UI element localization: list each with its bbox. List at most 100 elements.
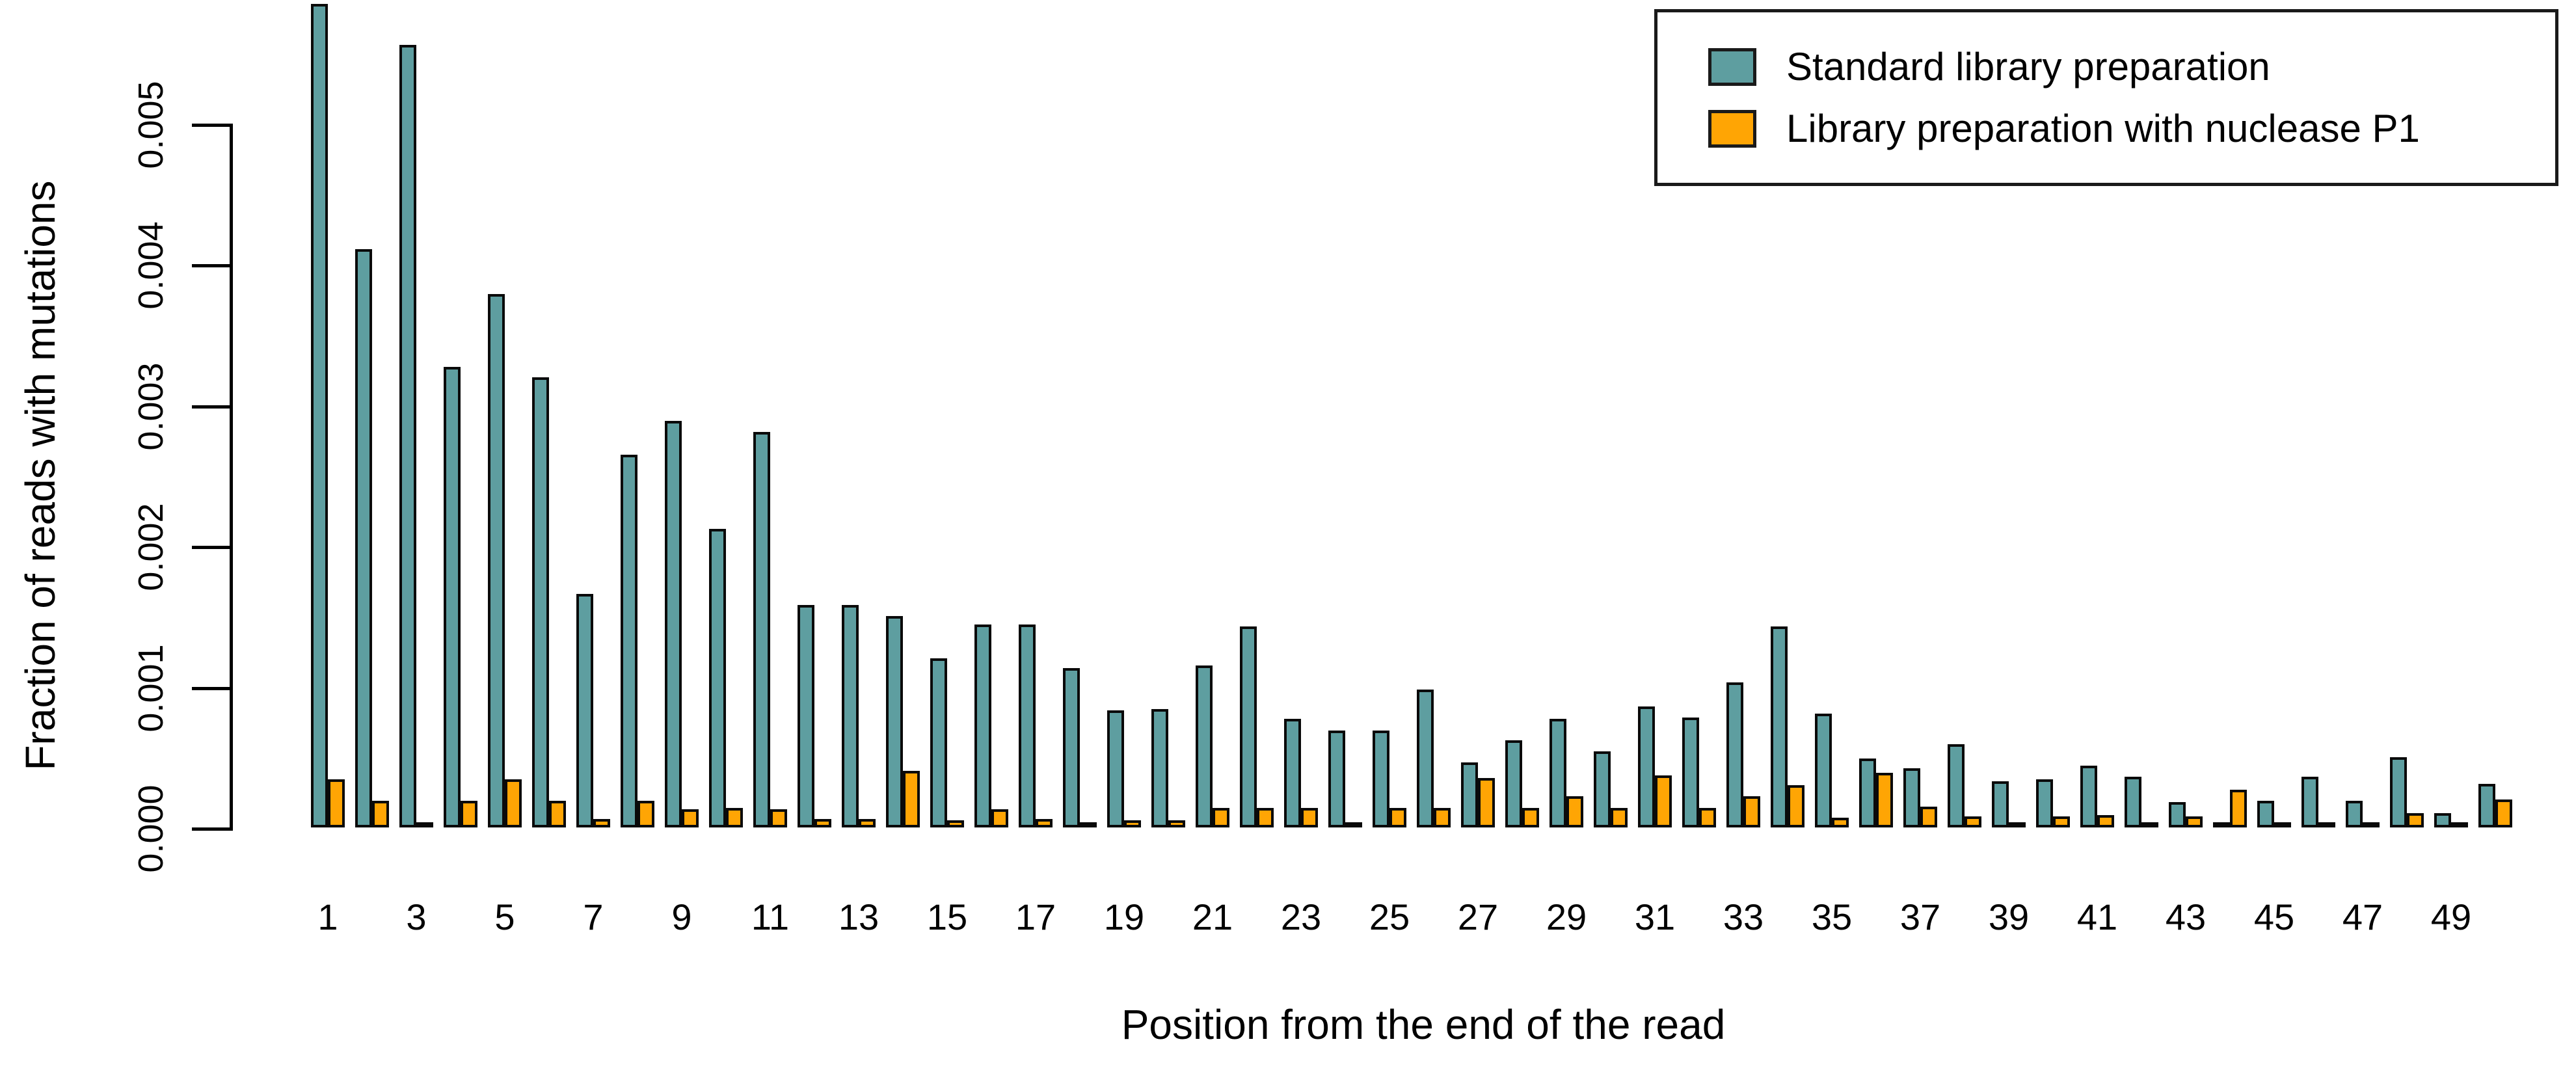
bar-nuclease-pos-40 [2053, 816, 2070, 827]
bar-group-pos-7: 7 [576, 0, 610, 937]
y-tick-mark [192, 827, 230, 831]
legend-swatch-standard [1708, 47, 1756, 86]
x-tick-label-7: 7 [583, 896, 604, 937]
y-tick-label: 0.005 [131, 81, 170, 169]
y-axis-title: Fraction of reads with mutations [17, 180, 64, 771]
y-tick-label: 0.001 [131, 644, 170, 732]
bar-standard-pos-8 [621, 455, 637, 827]
bar-group-pos-42 [2125, 0, 2158, 827]
bar-nuclease-pos-39 [2009, 822, 2026, 827]
bar-group-pos-44 [2213, 0, 2247, 827]
bar-standard-pos-2 [355, 249, 372, 827]
bar-nuclease-pos-4 [461, 801, 477, 827]
bar-standard-pos-46 [2301, 777, 2318, 827]
bar-standard-pos-19 [1107, 710, 1124, 827]
bar-group-pos-6 [532, 0, 566, 827]
bar-standard-pos-11 [753, 432, 770, 827]
bar-nuclease-pos-12 [814, 819, 831, 827]
bar-standard-pos-44 [2213, 822, 2230, 827]
bar-nuclease-pos-32 [1699, 808, 1716, 827]
x-tick-label-47: 47 [2342, 896, 2383, 937]
bar-group-pos-29: 29 [1546, 0, 1587, 937]
bar-standard-pos-32 [1682, 718, 1699, 827]
bar-standard-pos-35 [1815, 714, 1832, 827]
bar-nuclease-pos-49 [2451, 822, 2468, 827]
bar-standard-pos-37 [1903, 768, 1920, 827]
bar-group-pos-46 [2301, 0, 2335, 827]
bar-group-pos-2 [355, 0, 389, 827]
legend-item-standard: Standard library preparation [1708, 44, 2555, 89]
plot-area: 1 3 5 7 9 11 13 15 17 19 21 23 25 27 29 31 33 35 37 39 41 43 4… [311, 0, 2536, 937]
bar-nuclease-pos-16 [991, 809, 1008, 827]
bar-nuclease-pos-25 [1389, 808, 1406, 827]
x-tick-label-39: 39 [1988, 896, 2030, 937]
x-tick-label-15: 15 [926, 896, 968, 937]
bar-group-pos-28 [1505, 0, 1539, 827]
bar-standard-pos-34 [1771, 626, 1788, 827]
bar-nuclease-pos-26 [1434, 808, 1451, 827]
bar-group-pos-15: 15 [927, 0, 967, 937]
bar-nuclease-pos-9 [682, 809, 699, 827]
legend-swatch-nuclease [1708, 109, 1756, 148]
legend-label-nuclease: Library preparation with nuclease P1 [1786, 107, 2420, 150]
bar-standard-pos-1 [311, 4, 328, 827]
y-tick-mark [192, 405, 230, 409]
bar-group-pos-13: 13 [839, 0, 879, 937]
bar-nuclease-pos-22 [1257, 808, 1274, 827]
bar-nuclease-pos-33 [1743, 796, 1760, 827]
bar-group-pos-14 [886, 0, 920, 827]
bar-nuclease-pos-17 [1036, 819, 1053, 827]
bar-group-pos-23: 23 [1281, 0, 1321, 937]
x-tick-label-11: 11 [751, 896, 790, 937]
bar-nuclease-pos-21 [1213, 808, 1229, 827]
bar-group-pos-3: 3 [399, 0, 433, 937]
bar-nuclease-pos-8 [637, 801, 654, 827]
bar-group-pos-40 [2036, 0, 2070, 827]
x-tick-label-27: 27 [1457, 896, 1499, 937]
bar-group-pos-30 [1594, 0, 1628, 827]
bar-standard-pos-22 [1240, 626, 1257, 827]
bar-nuclease-pos-10 [726, 808, 743, 827]
bar-standard-pos-16 [974, 624, 991, 827]
bar-standard-pos-28 [1505, 740, 1522, 827]
bar-group-pos-18 [1063, 0, 1097, 827]
bar-nuclease-pos-5 [505, 779, 522, 827]
x-tick-label-35: 35 [1811, 896, 1853, 937]
bar-group-pos-35: 35 [1812, 0, 1852, 937]
bar-group-pos-34 [1771, 0, 1805, 827]
bar-group-pos-12 [798, 0, 831, 827]
bar-nuclease-pos-7 [593, 819, 610, 827]
y-tick-mark [192, 124, 230, 127]
bar-nuclease-pos-44 [2230, 790, 2247, 827]
bar-group-pos-22 [1240, 0, 1274, 827]
bar-standard-pos-18 [1063, 668, 1080, 827]
bar-standard-pos-31 [1638, 706, 1655, 827]
x-tick-label-43: 43 [2165, 896, 2207, 937]
y-tick-label: 0.002 [131, 503, 170, 591]
bar-group-pos-38 [1948, 0, 1981, 827]
bar-group-pos-1: 1 [311, 0, 345, 937]
bar-nuclease-pos-2 [372, 801, 389, 827]
bar-nuclease-pos-38 [1965, 816, 1981, 827]
x-tick-label-23: 23 [1280, 896, 1322, 937]
bar-standard-pos-20 [1151, 709, 1168, 827]
bar-group-pos-39: 39 [1989, 0, 2029, 937]
bar-group-pos-45: 45 [2254, 0, 2294, 937]
bar-group-pos-20 [1151, 0, 1185, 827]
bar-nuclease-pos-11 [770, 809, 787, 827]
bar-nuclease-pos-15 [947, 820, 964, 827]
bar-standard-pos-6 [532, 377, 549, 827]
x-tick-label-21: 21 [1192, 896, 1233, 937]
bar-nuclease-pos-3 [416, 822, 433, 827]
bar-standard-pos-42 [2125, 777, 2141, 827]
bar-nuclease-pos-23 [1301, 808, 1318, 827]
bar-nuclease-pos-29 [1566, 796, 1583, 827]
bar-standard-pos-27 [1461, 762, 1478, 827]
bar-nuclease-pos-1 [328, 779, 345, 827]
bar-group-pos-19: 19 [1104, 0, 1144, 937]
legend-label-standard: Standard library preparation [1786, 45, 2270, 88]
x-tick-label-17: 17 [1015, 896, 1056, 937]
bar-group-pos-31: 31 [1635, 0, 1675, 937]
bar-group-pos-5: 5 [488, 0, 522, 937]
